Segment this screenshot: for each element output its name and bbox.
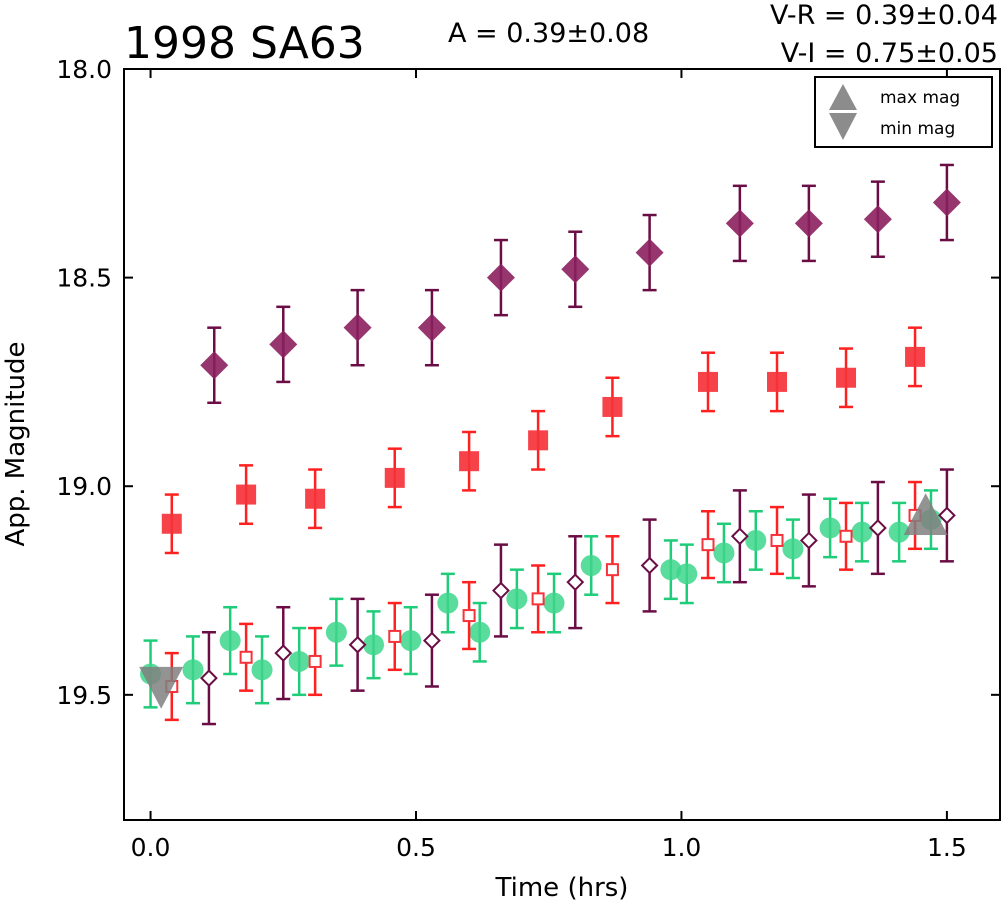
data-point bbox=[602, 396, 623, 417]
data-point bbox=[417, 313, 446, 342]
data-point bbox=[400, 630, 422, 652]
data-point bbox=[730, 527, 749, 546]
x-tick-label: 0.0 bbox=[131, 833, 171, 862]
series-4-open-diamond bbox=[200, 468, 956, 726]
data-point bbox=[363, 634, 385, 656]
amplitude-annotation: A = 0.39±0.08 bbox=[448, 18, 649, 49]
series-1-filled-square bbox=[161, 326, 926, 555]
data-point bbox=[836, 367, 857, 388]
x-tick-label: 0.5 bbox=[396, 833, 436, 862]
data-point bbox=[200, 669, 218, 688]
data-point bbox=[605, 563, 619, 577]
data-point bbox=[161, 513, 182, 534]
legend-min-mag-label: min mag bbox=[880, 119, 955, 139]
v-minus-r-annotation: V-R = 0.39±0.04 bbox=[770, 0, 998, 31]
x-tick-label: 1.5 bbox=[927, 833, 967, 862]
data-point bbox=[635, 238, 664, 267]
data-point bbox=[863, 205, 892, 234]
legend-max-mag-triangle-up-icon bbox=[829, 84, 857, 110]
data-point bbox=[506, 588, 528, 610]
data-point bbox=[528, 430, 549, 451]
data-point bbox=[343, 313, 372, 342]
max-mag-triangle-up-icon bbox=[903, 493, 948, 535]
data-point bbox=[640, 556, 659, 575]
v-minus-i-annotation: V-I = 0.75±0.05 bbox=[781, 38, 998, 69]
series-2-filled-circle bbox=[140, 489, 942, 709]
data-point bbox=[937, 506, 956, 525]
data-point bbox=[660, 559, 682, 581]
data-point bbox=[269, 330, 298, 359]
data-point bbox=[799, 531, 818, 550]
legend-max-mag-label: max mag bbox=[880, 88, 960, 108]
data-point bbox=[308, 654, 322, 668]
legend-min-mag-triangle-down-icon bbox=[829, 113, 857, 140]
data-point bbox=[839, 529, 853, 543]
data-point bbox=[698, 371, 718, 392]
y-tick-label: 18.0 bbox=[56, 55, 112, 84]
data-point bbox=[459, 451, 480, 472]
data-point bbox=[219, 630, 241, 652]
data-point bbox=[305, 488, 326, 509]
data-point bbox=[770, 533, 784, 547]
data-point bbox=[325, 621, 347, 643]
y-axis-label: App. Magnitude bbox=[1, 341, 31, 546]
data-point bbox=[384, 467, 405, 488]
extrema-layer bbox=[139, 493, 948, 709]
y-tick-label: 19.0 bbox=[56, 472, 112, 501]
data-point bbox=[388, 629, 402, 643]
data-point bbox=[236, 484, 257, 505]
series-0-filled-diamond bbox=[200, 163, 961, 405]
data-point bbox=[469, 621, 491, 643]
ticks-layer: 0.0 0.5 1.0 1.5 18.0 18.5 19.0 19.5 bbox=[56, 55, 1000, 862]
data-layer bbox=[140, 163, 961, 726]
data-point bbox=[767, 371, 788, 392]
data-point bbox=[566, 573, 585, 592]
data-point bbox=[437, 592, 459, 614]
data-point bbox=[423, 631, 441, 650]
x-axis-label: Time (hrs) bbox=[495, 873, 629, 903]
data-point bbox=[868, 519, 887, 537]
data-point bbox=[782, 538, 804, 560]
data-point bbox=[200, 351, 229, 380]
data-point bbox=[251, 659, 273, 681]
series-3-open-square bbox=[164, 480, 923, 722]
data-point bbox=[819, 517, 841, 539]
data-point bbox=[561, 255, 590, 284]
legend: max mag min mag bbox=[814, 76, 993, 148]
chart-title: 1998 SA63 bbox=[124, 18, 365, 69]
y-tick-label: 19.5 bbox=[56, 681, 112, 710]
x-tick-label: 1.0 bbox=[662, 833, 702, 862]
data-point bbox=[932, 188, 961, 217]
data-point bbox=[794, 209, 823, 238]
data-point bbox=[348, 635, 367, 654]
plot-frame bbox=[123, 68, 1001, 821]
data-point bbox=[905, 346, 926, 367]
data-point bbox=[888, 521, 910, 543]
min-mag-triangle-down-icon bbox=[139, 666, 184, 709]
data-point bbox=[274, 644, 293, 663]
data-point bbox=[531, 592, 545, 606]
data-point bbox=[182, 659, 204, 681]
data-point bbox=[239, 650, 253, 664]
data-point bbox=[288, 650, 310, 672]
data-point bbox=[543, 592, 565, 614]
data-point bbox=[676, 563, 698, 585]
data-point bbox=[851, 521, 873, 543]
data-point bbox=[486, 263, 515, 292]
data-point bbox=[701, 538, 715, 552]
data-point bbox=[745, 529, 767, 551]
data-point bbox=[580, 554, 602, 576]
y-tick-label: 18.5 bbox=[56, 264, 112, 293]
data-point bbox=[492, 581, 510, 600]
data-point bbox=[725, 209, 754, 238]
data-point bbox=[713, 542, 735, 564]
data-point bbox=[462, 609, 476, 623]
